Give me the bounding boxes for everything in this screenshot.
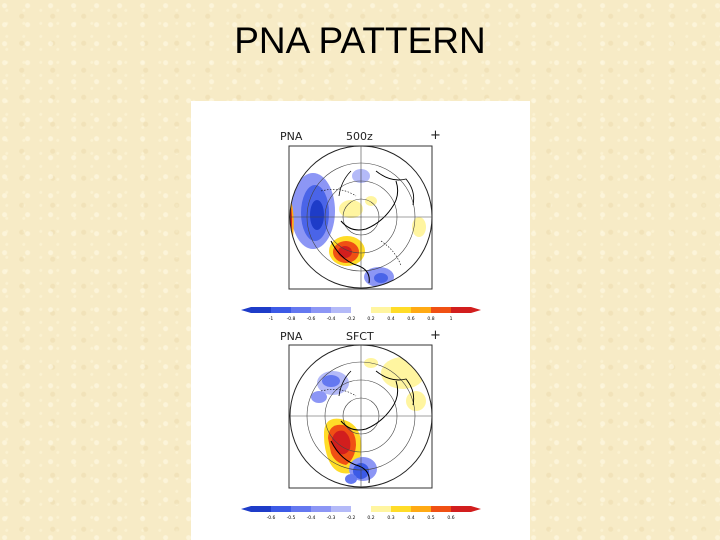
colorbar-2-tick-8: 0.5 [427, 515, 434, 521]
colorbar-1-tick-6: 0.4 [387, 316, 394, 322]
panel-2-marker: + [430, 328, 441, 343]
colorbar-1-tick-7: 0.6 [407, 316, 414, 322]
colorbar-2-tick-9: 0.6 [447, 515, 454, 521]
panel-2-center-label: SFCT [346, 330, 374, 343]
colorbar-1-tick-5: 0.2 [367, 316, 374, 322]
panel-2-left-label: PNA [280, 330, 303, 343]
panel-1-colorbar: -1 -0.8 -0.6 -0.4 -0.2 0.2 0.4 0.6 0.8 1 [241, 307, 481, 322]
colorbar-2-tick-1: -0.5 [287, 515, 296, 521]
panel-1-left-label: PNA [280, 130, 303, 143]
colorbar-2-tick-7: 0.4 [407, 515, 414, 521]
maps-svg: -1 -0.8 -0.6 -0.4 -0.2 0.2 0.4 0.6 0.8 1 [241, 145, 481, 521]
colorbar-1-tick-3: -0.4 [327, 316, 336, 322]
colorbar-2-tick-2: -0.4 [307, 515, 316, 521]
colorbar-1-tick-8: 0.8 [427, 316, 434, 322]
colorbar-1-tick-9: 1 [450, 316, 453, 322]
panel-2-colorbar: -0.6 -0.5 -0.4 -0.3 -0.2 0.2 0.3 0.4 0.5… [241, 506, 481, 521]
colorbar-2-tick-0: -0.6 [267, 515, 276, 521]
colorbar-2-tick-3: -0.3 [327, 515, 336, 521]
colorbar-1-tick-2: -0.6 [307, 316, 316, 322]
panel-1-marker: + [430, 128, 441, 143]
colorbar-2-tick-5: 0.2 [367, 515, 374, 521]
colorbar-1-tick-0: -1 [269, 316, 274, 322]
colorbar-2-tick-4: -0.2 [347, 515, 356, 521]
colorbar-1-tick-4: -0.2 [347, 316, 356, 322]
slide-title: PNA PATTERN [234, 20, 486, 61]
colorbar-1-tick-1: -0.8 [287, 316, 296, 322]
panel-1-map [288, 145, 433, 290]
panel-1-center-label: 500z [346, 130, 373, 143]
pna-figure: PNA 500z + PNA SFCT + [191, 101, 530, 540]
panel-2-map [288, 344, 433, 489]
colorbar-2-tick-6: 0.3 [387, 515, 394, 521]
